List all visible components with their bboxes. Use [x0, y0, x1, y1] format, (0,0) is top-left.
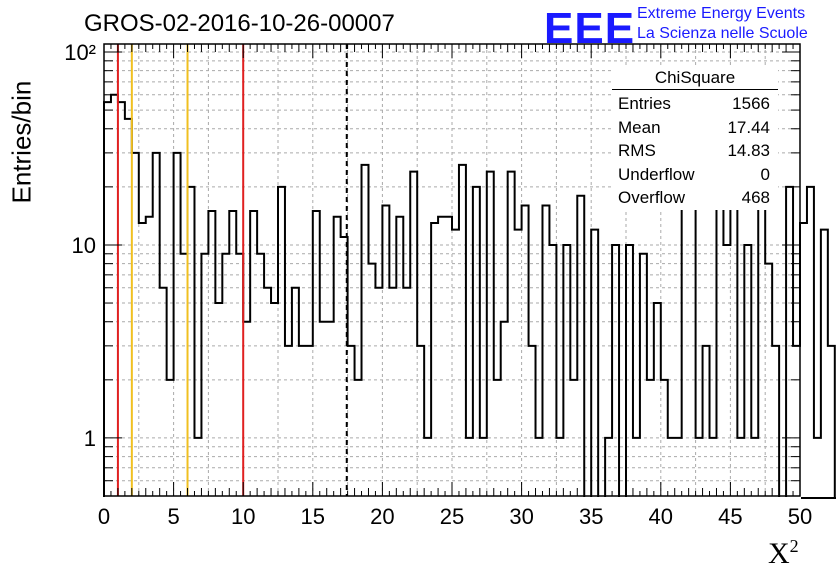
stats-label: Mean [618, 117, 661, 137]
stats-label: Entries [618, 94, 671, 113]
x-tick-label: 20 [370, 504, 394, 529]
y-axis-label: Entries/bin [6, 80, 37, 204]
stats-box: ChiSquare Entries 1566 Mean 17.44 RMS 14.83 Un… [612, 68, 778, 210]
x-tick-label: 25 [440, 504, 464, 529]
stats-value: 17.44 [727, 117, 770, 137]
stats-row: Entries 1566 [612, 92, 778, 116]
logo-line-2: La Scienza nelle Scuole [637, 25, 808, 42]
x-tick-label: 45 [718, 504, 742, 529]
axis-mask [103, 497, 801, 503]
stats-value: 14.83 [727, 141, 770, 160]
x-tick-label: 0 [98, 504, 110, 529]
chart-title: GROS-02-2016-10-26-00007 [84, 10, 395, 37]
stats-value: 1566 [732, 94, 770, 113]
logo-line-1: Extreme Energy Events [637, 5, 806, 22]
y-tick-label: 1 [84, 426, 96, 451]
x-tick-label: 30 [509, 504, 533, 529]
stats-row: RMS 14.83 [612, 139, 778, 163]
stats-value: 0 [760, 164, 770, 184]
eee-logo: EEE [544, 4, 636, 53]
stats-row: Underflow 0 [612, 163, 778, 187]
x-tick-label: 5 [167, 504, 179, 529]
stats-row: Mean 17.44 [612, 116, 778, 140]
y-tick-label: 10 [72, 233, 96, 258]
histogram-series [103, 93, 836, 499]
x-axis-label: X2 [768, 536, 799, 570]
x-tick-label: 15 [301, 504, 325, 529]
x-tick-label: 50 [788, 504, 812, 529]
y-tick-label: 10² [64, 40, 96, 65]
stats-label: Underflow [618, 164, 695, 184]
x-tick-label: 40 [649, 504, 673, 529]
x-tick-label: 35 [579, 504, 603, 529]
stats-label: RMS [618, 141, 656, 160]
stats-row: Overflow 468 [612, 186, 778, 210]
stats-value: 468 [741, 188, 770, 207]
x-tick-label: 10 [231, 504, 255, 529]
stats-title: ChiSquare [612, 68, 778, 90]
stats-label: Overflow [618, 188, 686, 207]
